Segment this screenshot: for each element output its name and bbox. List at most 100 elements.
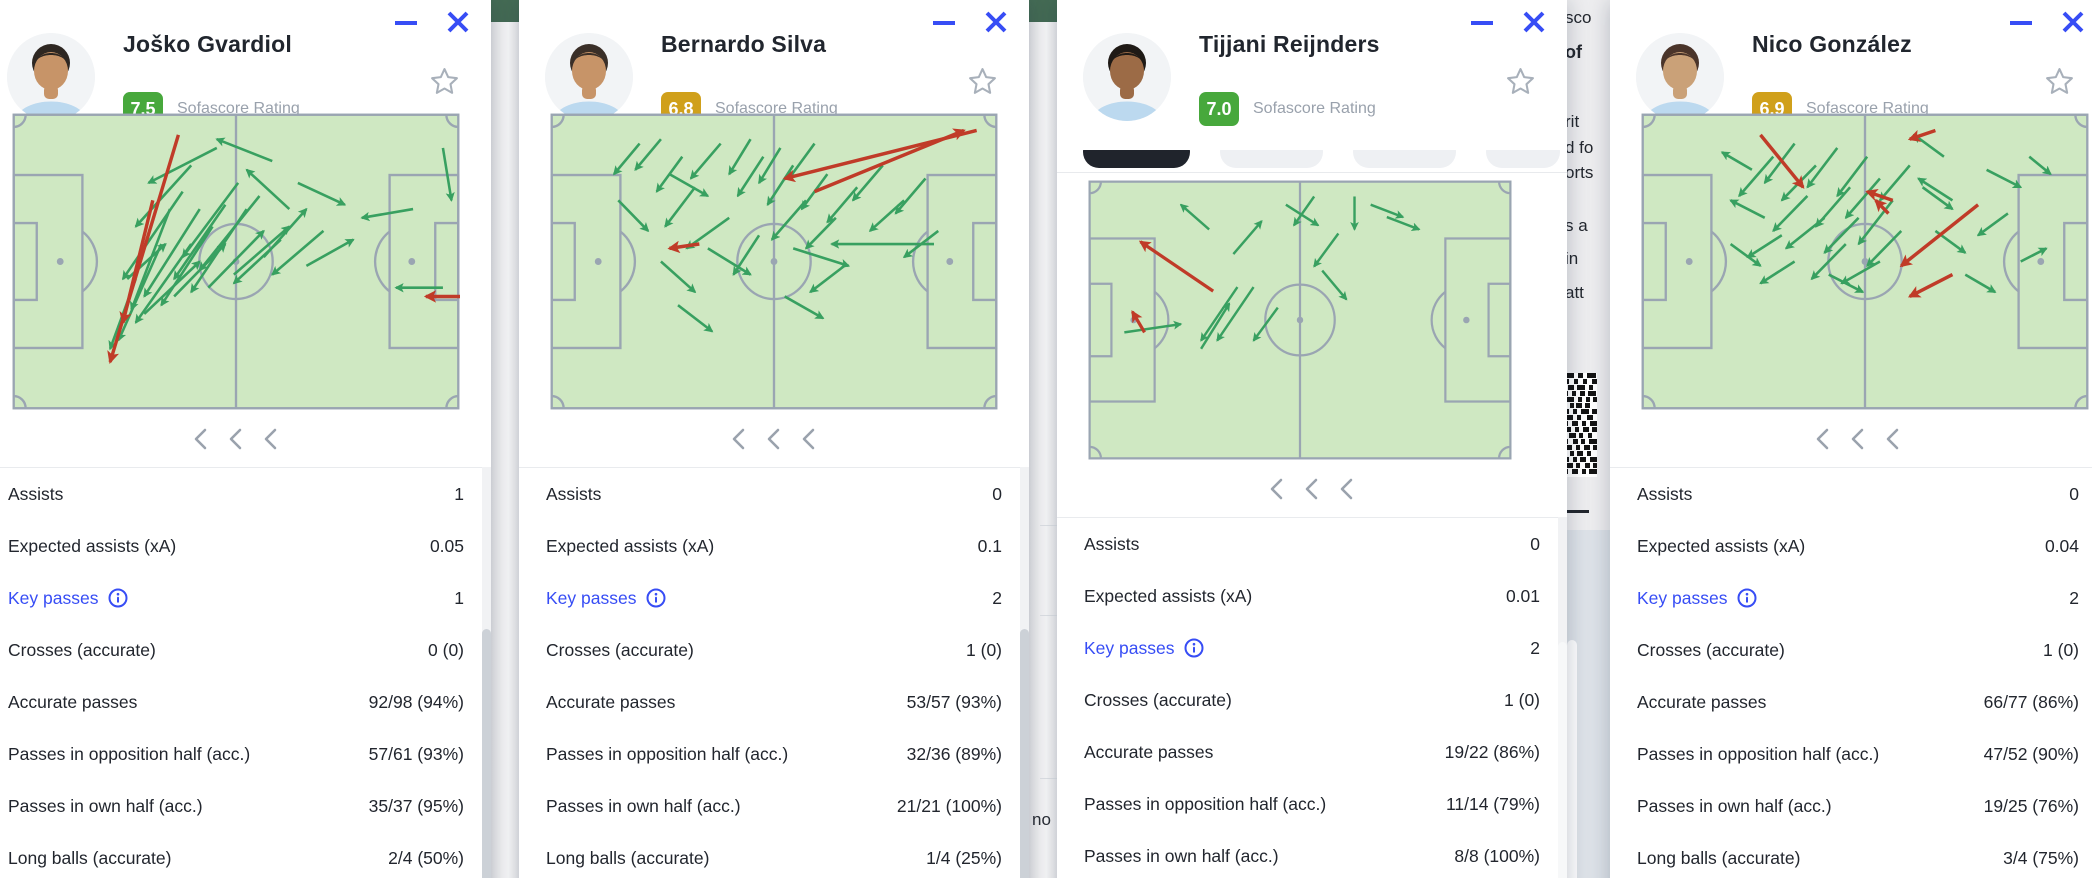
scrollbar <box>1558 517 1567 878</box>
carousel-prev-icon[interactable] <box>227 428 245 450</box>
player-stats-popup: Joško Gvardiol 7.5 Sofascore Rating <box>0 0 491 878</box>
scrollbar-thumb[interactable] <box>1567 640 1577 878</box>
divider <box>1566 510 1589 513</box>
stat-label: Crosses (accurate) <box>1084 689 1232 710</box>
stat-row: Crosses (accurate) 1 (0) <box>1057 674 1567 726</box>
stat-label: Passes in opposition half (acc.) <box>8 743 251 764</box>
scrollbar-thumb[interactable] <box>1020 629 1029 878</box>
carousel-prev-icon[interactable] <box>765 428 783 450</box>
carousel-prev-icon[interactable] <box>1814 428 1832 450</box>
stat-label: Accurate passes <box>546 691 676 712</box>
divider <box>1040 615 1057 616</box>
stat-label: Expected assists (xA) <box>1637 535 1806 556</box>
stat-value: 1 <box>454 587 464 608</box>
stat-label[interactable]: Key passes <box>1637 587 1728 608</box>
info-icon[interactable] <box>1183 637 1205 659</box>
stat-value: 0.01 <box>1505 585 1540 606</box>
background-text-fragment: of <box>1565 42 1582 62</box>
carousel-prev-icon[interactable] <box>262 428 280 450</box>
close-icon[interactable] <box>1520 8 1548 36</box>
stat-label[interactable]: Key passes <box>546 587 637 608</box>
stat-value: 2/4 (50%) <box>388 847 464 868</box>
player-avatar <box>7 33 95 121</box>
stat-label: Assists <box>546 483 602 504</box>
carousel-prev-icon[interactable] <box>1884 428 1902 450</box>
stat-label[interactable]: Key passes <box>1084 637 1175 658</box>
stat-value: 3/4 (75%) <box>2003 847 2079 868</box>
stats-list: Assists 0 Expected assists (xA) 0.1 Key … <box>519 467 1029 878</box>
stat-value: 19/22 (86%) <box>1444 741 1540 762</box>
stat-value: 1 (0) <box>966 639 1002 660</box>
carousel-prev-icon[interactable] <box>1268 478 1286 500</box>
favorite-star-icon[interactable] <box>2044 66 2075 97</box>
tab-chip[interactable] <box>1220 150 1323 168</box>
stat-label: Crosses (accurate) <box>1637 639 1785 660</box>
close-icon[interactable] <box>2059 8 2087 36</box>
page-header-strip <box>1029 0 1057 22</box>
stat-value: 1/4 (25%) <box>926 847 1002 868</box>
stat-row: Crosses (accurate) 1 (0) <box>519 624 1029 676</box>
carousel-prev-icon[interactable] <box>1338 478 1356 500</box>
info-icon[interactable] <box>107 587 129 609</box>
stat-label: Expected assists (xA) <box>1084 585 1253 606</box>
minimize-icon[interactable] <box>2008 11 2034 35</box>
background-text-fragment: att <box>1565 283 1584 302</box>
carousel-prev-icon[interactable] <box>730 428 748 450</box>
sofascore-rating-badge: 7.0 <box>1199 92 1239 126</box>
close-icon[interactable] <box>444 8 472 36</box>
close-icon[interactable] <box>982 8 1010 36</box>
tab-chip[interactable] <box>1486 150 1560 168</box>
stat-value: 2 <box>2069 587 2079 608</box>
stat-label: Passes in own half (acc.) <box>1637 795 1832 816</box>
minimize-icon[interactable] <box>393 11 419 35</box>
tab-chip[interactable] <box>1083 150 1190 168</box>
background-text-fragment: d fo <box>1565 138 1594 157</box>
favorite-star-icon[interactable] <box>967 66 998 97</box>
stat-value: 0 <box>2069 483 2079 504</box>
stat-label: Passes in opposition half (acc.) <box>546 743 789 764</box>
stat-row: Accurate passes 19/22 (86%) <box>1057 726 1567 778</box>
stat-label: Passes in own half (acc.) <box>546 795 741 816</box>
player-name: Tijjani Reijnders <box>1199 31 1380 57</box>
stat-value: 1 <box>454 483 464 504</box>
player-name: Bernardo Silva <box>661 31 827 57</box>
carousel-prev-icon[interactable] <box>800 428 818 450</box>
scrollbar-thumb[interactable] <box>482 629 491 878</box>
carousel-prev-icon[interactable] <box>1303 478 1321 500</box>
stat-value: 92/98 (94%) <box>368 691 464 712</box>
stat-row: Key passes 2 <box>1610 572 2092 624</box>
info-icon[interactable] <box>1736 587 1758 609</box>
stat-label: Assists <box>1637 483 1693 504</box>
background-page-gap <box>491 0 519 878</box>
stat-row: Passes in opposition half (acc.) 57/61 (… <box>0 728 491 780</box>
tab-chip[interactable] <box>1353 150 1456 168</box>
stat-label: Passes in opposition half (acc.) <box>1637 743 1880 764</box>
stat-row: Crosses (accurate) 1 (0) <box>1610 624 2092 676</box>
stat-value: 8/8 (100%) <box>1454 845 1540 866</box>
stat-value: 21/21 (100%) <box>896 795 1002 816</box>
rating-label: Sofascore Rating <box>177 100 300 117</box>
stat-row: Key passes 2 <box>1057 622 1567 674</box>
stat-value: 19/25 (76%) <box>1983 795 2079 816</box>
pass-map-pitch <box>1088 180 1512 460</box>
scrollbar-thumb[interactable] <box>1558 642 1567 878</box>
stat-value: 11/14 (79%) <box>1445 793 1540 814</box>
minimize-icon[interactable] <box>931 11 957 35</box>
favorite-star-icon[interactable] <box>1505 66 1536 97</box>
background-text-fragment: in <box>1565 249 1579 268</box>
stat-value: 0 <box>992 483 1002 504</box>
stat-label[interactable]: Key passes <box>8 587 99 608</box>
stat-value: 1 (0) <box>2043 639 2079 660</box>
carousel-prev-icon[interactable] <box>192 428 210 450</box>
divider <box>1040 525 1057 526</box>
stat-row: Passes in opposition half (acc.) 32/36 (… <box>519 728 1029 780</box>
carousel-controls <box>1057 478 1567 500</box>
favorite-star-icon[interactable] <box>429 66 460 97</box>
carousel-prev-icon[interactable] <box>1849 428 1867 450</box>
minimize-icon[interactable] <box>1469 11 1495 35</box>
info-icon[interactable] <box>645 587 667 609</box>
stat-value: 0.1 <box>977 535 1002 556</box>
stat-row: Passes in own half (acc.) 19/25 (76%) <box>1610 780 2092 832</box>
rating-label: Sofascore Rating <box>1806 100 1929 117</box>
